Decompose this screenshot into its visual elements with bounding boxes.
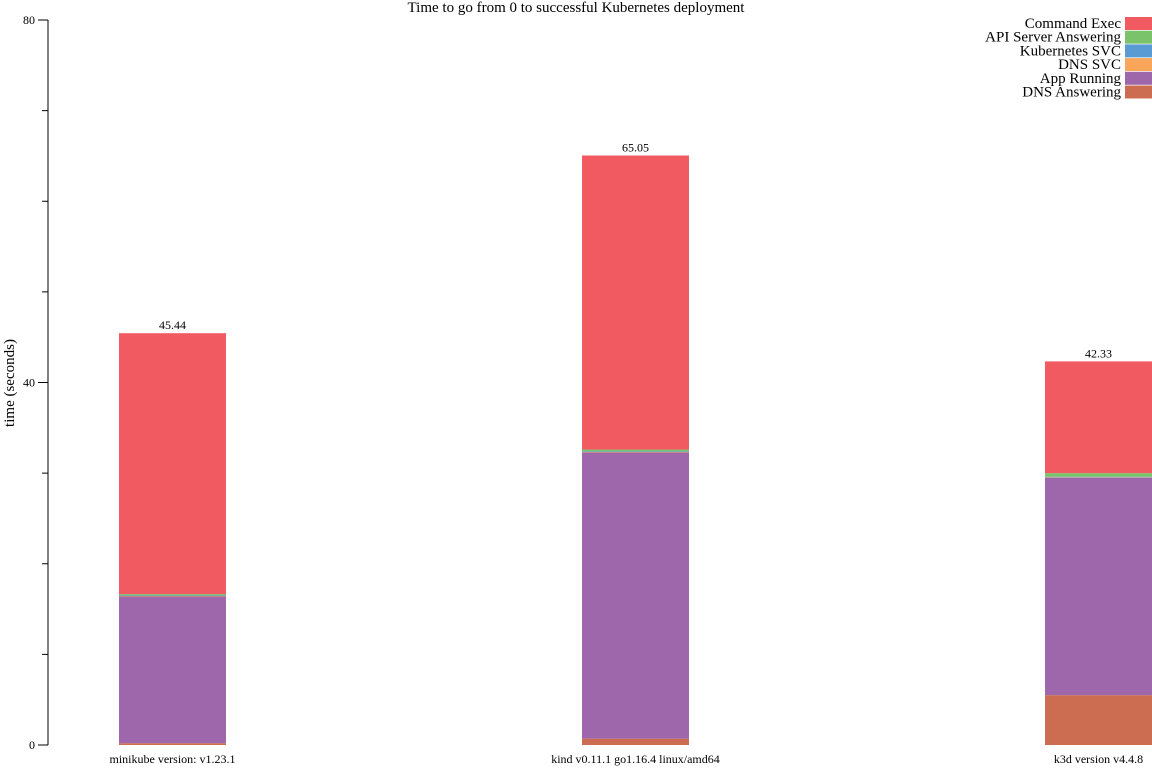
bar-segment-app-running bbox=[582, 452, 689, 739]
legend-swatch bbox=[1125, 30, 1152, 44]
legend-swatch bbox=[1125, 58, 1152, 72]
bar-total-label: 45.44 bbox=[159, 318, 186, 332]
bar-segment-command-exec bbox=[582, 155, 689, 450]
legend-entry-label: API Server Answering bbox=[985, 30, 1121, 46]
bar-segment-app-running bbox=[1045, 477, 1152, 696]
chart-title: Time to go from 0 to successful Kubernet… bbox=[408, 0, 746, 16]
bar-segment-app-running bbox=[119, 596, 226, 744]
bar-segment-dns-svc bbox=[119, 595, 226, 597]
legend-entry-label: App Running bbox=[1040, 71, 1122, 87]
legend-entry-label: DNS Answering bbox=[1022, 85, 1121, 101]
y-tick-label: 0 bbox=[29, 738, 35, 752]
bar-segment-api-server-answering bbox=[1045, 473, 1152, 477]
bar-segment-api-server-answering bbox=[119, 594, 226, 596]
legend-swatch bbox=[1125, 85, 1152, 99]
bar-segment-api-server-answering bbox=[582, 449, 689, 452]
bar-total-label: 42.33 bbox=[1085, 346, 1112, 360]
x-tick-label: k3d version v4.4.8 bbox=[1054, 752, 1143, 766]
y-tick-label: 80 bbox=[23, 13, 35, 27]
bar-segment-kubernetes-svc bbox=[119, 595, 226, 597]
legend-swatch bbox=[1125, 17, 1152, 30]
y-axis-label: time (seconds) bbox=[2, 339, 18, 427]
bar-segment-command-exec bbox=[119, 333, 226, 595]
legend-entry-label: Kubernetes SVC bbox=[1020, 43, 1121, 59]
bar-total-label: 65.05 bbox=[622, 140, 649, 154]
bars-group: 45.44 65.05 42.33 bbox=[119, 140, 1152, 745]
bar-segment-command-exec bbox=[1045, 361, 1152, 474]
bar-segment-dns-svc bbox=[582, 451, 689, 453]
legend-entry-label: Command Exec bbox=[1025, 16, 1122, 32]
legend-swatch bbox=[1125, 44, 1152, 58]
y-axis-ticks: 0 40 80 bbox=[23, 13, 48, 752]
legend-entry-label: DNS SVC bbox=[1058, 57, 1121, 73]
bar-segment-dns-svc bbox=[1045, 477, 1152, 478]
x-axis-tick-labels: minikube version: v1.23.1 kind v0.11.1 go… bbox=[110, 752, 1144, 766]
bar-segment-kubernetes-svc bbox=[1045, 476, 1152, 478]
x-tick-label: minikube version: v1.23.1 bbox=[110, 752, 236, 766]
legend-swatch bbox=[1125, 71, 1152, 85]
bar-segment-dns-answering bbox=[582, 738, 689, 745]
bar-segment-dns-answering bbox=[119, 743, 226, 745]
bar-segment-dns-answering bbox=[1045, 695, 1152, 745]
bar-segment-kubernetes-svc bbox=[582, 451, 689, 452]
y-tick-label: 40 bbox=[23, 376, 35, 390]
x-tick-label: kind v0.11.1 go1.16.4 linux/amd64 bbox=[551, 752, 720, 766]
